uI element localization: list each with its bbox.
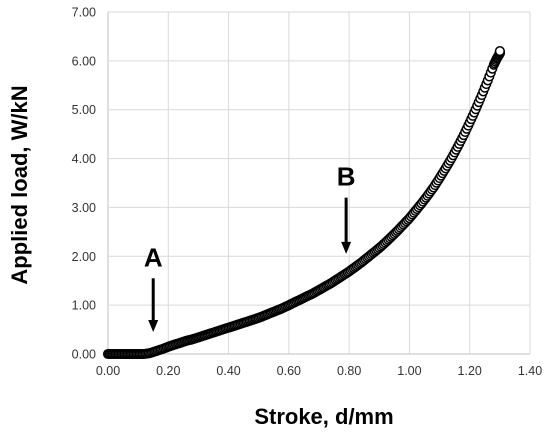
annotations: AB — [144, 162, 356, 333]
x-tick-label: 0.80 — [337, 364, 361, 378]
x-tick-label: 0.20 — [156, 364, 180, 378]
y-tick-labels: 0.00 1.00 2.00 3.00 4.00 5.00 6.00 7.00 — [72, 6, 96, 362]
annotation-label-b: B — [337, 162, 356, 192]
annotation-label-a: A — [144, 242, 163, 272]
x-tick-label: 0.40 — [216, 364, 240, 378]
y-tick-label: 2.00 — [72, 250, 96, 264]
annotation-arrowhead-a — [148, 320, 159, 333]
y-tick-label: 6.00 — [72, 54, 96, 68]
x-tick-label: 1.40 — [518, 364, 542, 378]
y-tick-label: 4.00 — [72, 152, 96, 166]
x-tick-label: 1.00 — [397, 364, 421, 378]
annotation-arrowhead-b — [341, 241, 352, 254]
x-tick-label: 0.60 — [277, 364, 301, 378]
data-points — [102, 46, 505, 360]
y-tick-label: 0.00 — [72, 348, 96, 362]
x-axis-title: Stroke, d/mm — [254, 404, 393, 429]
y-tick-label: 5.00 — [72, 103, 96, 117]
y-tick-label: 7.00 — [72, 6, 96, 20]
x-tick-label: 0.00 — [96, 364, 120, 378]
y-tick-label: 1.00 — [72, 299, 96, 313]
grid-lines — [107, 11, 531, 355]
data-point — [494, 46, 505, 57]
x-tick-label: 1.20 — [458, 364, 482, 378]
y-tick-label: 3.00 — [72, 201, 96, 215]
x-tick-labels: 0.00 0.20 0.40 0.60 0.80 1.00 1.20 1.40 — [96, 364, 542, 378]
y-axis-title: Applied load, W/kN — [7, 85, 32, 284]
